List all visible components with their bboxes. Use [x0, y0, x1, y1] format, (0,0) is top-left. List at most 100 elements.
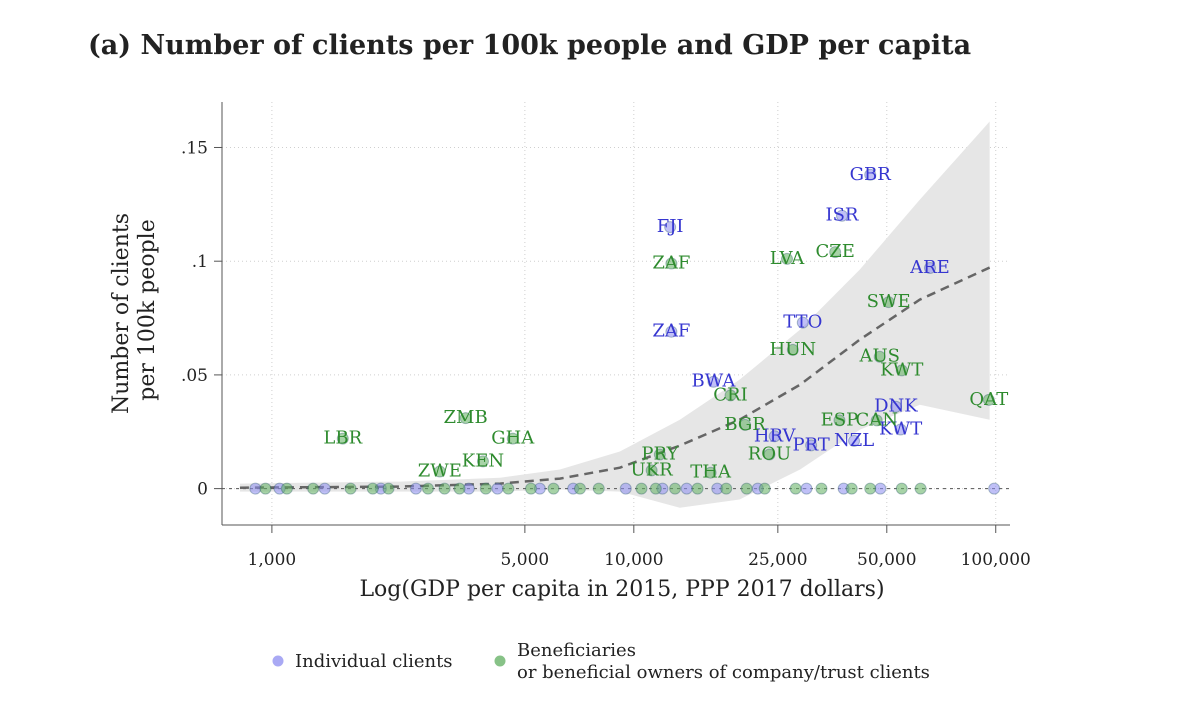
point	[895, 482, 908, 495]
x-tick-label: 1,000	[248, 550, 297, 570]
legend-marker	[494, 655, 506, 667]
point	[336, 432, 349, 445]
point	[870, 414, 883, 427]
point	[280, 482, 293, 495]
point-label: LVA	[770, 248, 806, 269]
legend-marker	[272, 655, 284, 667]
point-label: THA	[690, 462, 732, 483]
point	[914, 482, 927, 495]
point	[619, 482, 632, 495]
point-label: KEN	[462, 450, 504, 471]
point	[506, 432, 519, 445]
point	[768, 430, 781, 443]
point	[845, 482, 858, 495]
point	[704, 466, 717, 479]
point-label: ZWE	[418, 461, 462, 482]
point	[318, 482, 331, 495]
point-label: HUN	[770, 339, 817, 360]
point	[864, 168, 877, 181]
point	[307, 482, 320, 495]
point-label: ISR	[825, 205, 858, 226]
point-label: CRI	[713, 384, 747, 405]
point-label: GBR	[850, 164, 892, 185]
point-label: ROU	[748, 444, 791, 465]
point-label: ZAF	[652, 321, 690, 342]
point	[923, 262, 936, 275]
point-label: QAT	[969, 389, 1008, 410]
point	[789, 482, 802, 495]
point	[635, 482, 648, 495]
point	[573, 482, 586, 495]
point-label: BWA	[692, 371, 737, 392]
legend-label: Beneficiaries or beneficial owners of co…	[517, 640, 930, 683]
point	[815, 482, 828, 495]
chart-title: (a) Number of clients per 100k people an…	[88, 30, 971, 61]
point-label: SWE	[867, 291, 911, 312]
point-label: AUS	[858, 346, 900, 367]
confidence-band	[239, 121, 990, 508]
x-tick-label: 25,000	[748, 550, 807, 570]
point	[409, 482, 422, 495]
point	[988, 482, 1001, 495]
y-tick-label: 0	[197, 480, 208, 500]
point-label: ZMB	[444, 407, 488, 428]
point	[366, 482, 379, 495]
point-label: NZL	[834, 430, 874, 451]
point	[894, 423, 907, 436]
point	[780, 252, 793, 265]
point	[547, 482, 560, 495]
point	[848, 434, 861, 447]
point-label: HRV	[754, 425, 797, 446]
y-tick-label: .15	[181, 138, 208, 158]
point	[382, 482, 395, 495]
point	[882, 296, 895, 309]
point-label: ARE	[909, 257, 950, 278]
x-tick-label: 10,000	[604, 550, 663, 570]
point	[592, 482, 605, 495]
point	[829, 246, 842, 259]
x-tick-label: 100,000	[961, 550, 1031, 570]
point	[502, 482, 515, 495]
point-label: LBR	[323, 428, 362, 449]
point	[459, 412, 472, 425]
point	[786, 343, 799, 356]
point	[669, 482, 682, 495]
point	[707, 375, 720, 388]
point-label: PRY	[641, 444, 679, 465]
point-label: CZE	[815, 241, 854, 262]
point	[724, 389, 737, 402]
point	[982, 393, 995, 406]
point	[438, 482, 451, 495]
point	[739, 418, 752, 431]
point-label: GHA	[491, 428, 535, 449]
point	[259, 482, 272, 495]
point-label: BGR	[724, 414, 766, 435]
y-tick-label: .05	[181, 366, 208, 386]
x-tick-label: 5,000	[501, 550, 550, 570]
point	[758, 482, 771, 495]
point	[740, 482, 753, 495]
point	[889, 400, 902, 413]
point-label: DNK	[874, 396, 918, 417]
point	[874, 482, 887, 495]
x-tick-label: 50,000	[857, 550, 916, 570]
legend-label: Individual clients	[295, 651, 453, 672]
point	[476, 455, 489, 468]
point	[665, 325, 678, 338]
point	[805, 439, 818, 452]
point	[864, 482, 877, 495]
point-label: PRT	[792, 434, 829, 455]
point-label: ZAF	[652, 252, 690, 273]
point-label: ESP	[821, 409, 859, 430]
point-label: UKR	[631, 459, 674, 480]
point	[835, 209, 848, 222]
point	[433, 465, 446, 478]
point	[833, 414, 846, 427]
point	[691, 482, 704, 495]
point	[720, 482, 733, 495]
point	[645, 464, 658, 477]
point	[422, 482, 435, 495]
point	[800, 482, 813, 495]
point-label: KWT	[880, 359, 923, 380]
